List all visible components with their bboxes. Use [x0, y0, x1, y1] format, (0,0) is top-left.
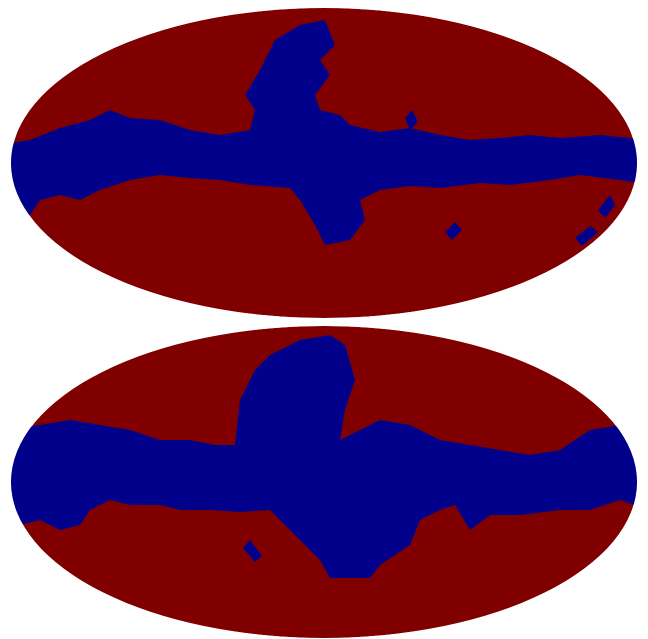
mask-region — [11, 20, 637, 245]
map-bottom — [11, 326, 637, 638]
mask-spot — [243, 540, 262, 562]
mask-spot — [598, 195, 615, 218]
map-top — [11, 8, 637, 318]
mask-spot — [445, 222, 462, 240]
mask-spot — [405, 110, 418, 130]
mask-region — [11, 335, 637, 578]
mask-spot — [575, 226, 598, 246]
